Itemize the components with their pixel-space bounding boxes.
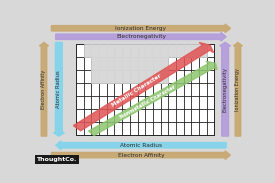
FancyArrow shape bbox=[53, 42, 64, 136]
Bar bbox=[99, 70, 107, 83]
FancyArrow shape bbox=[40, 42, 48, 136]
Text: Electron Affinity: Electron Affinity bbox=[118, 153, 164, 158]
Bar bbox=[145, 57, 153, 70]
FancyArrow shape bbox=[220, 42, 230, 136]
Bar bbox=[153, 44, 161, 57]
Bar bbox=[153, 57, 161, 70]
Text: Atomic Radius: Atomic Radius bbox=[120, 143, 162, 148]
Bar bbox=[138, 57, 145, 70]
Bar bbox=[130, 57, 138, 70]
Text: Nonmetallic Character: Nonmetallic Character bbox=[119, 84, 176, 119]
Bar bbox=[91, 70, 99, 83]
Bar bbox=[138, 44, 145, 57]
FancyArrow shape bbox=[233, 42, 242, 136]
Text: Electronegativity: Electronegativity bbox=[116, 34, 166, 39]
Bar bbox=[145, 70, 153, 83]
Bar bbox=[99, 44, 107, 57]
FancyArrow shape bbox=[56, 141, 226, 150]
Bar bbox=[161, 70, 168, 83]
FancyArrow shape bbox=[51, 24, 230, 33]
Text: Electron Affinity: Electron Affinity bbox=[42, 70, 46, 109]
FancyArrow shape bbox=[89, 61, 217, 135]
Bar bbox=[161, 57, 168, 70]
Bar bbox=[153, 70, 161, 83]
Bar bbox=[114, 57, 122, 70]
Bar bbox=[199, 44, 207, 57]
Bar bbox=[122, 70, 130, 83]
Bar bbox=[138, 70, 145, 83]
Text: Ionization Energy: Ionization Energy bbox=[235, 68, 240, 111]
Text: ThoughtCo.: ThoughtCo. bbox=[37, 157, 77, 162]
Bar bbox=[122, 44, 130, 57]
Text: Ionization Energy: Ionization Energy bbox=[116, 26, 166, 31]
Bar bbox=[161, 44, 168, 57]
Bar bbox=[99, 57, 107, 70]
Bar bbox=[114, 44, 122, 57]
FancyArrow shape bbox=[56, 32, 226, 41]
Bar bbox=[91, 44, 99, 57]
Text: Metallic Character: Metallic Character bbox=[111, 74, 163, 108]
Bar bbox=[76, 44, 214, 135]
FancyArrow shape bbox=[51, 151, 230, 159]
Bar bbox=[84, 44, 91, 57]
Bar bbox=[91, 57, 99, 70]
Bar bbox=[176, 44, 184, 57]
Bar bbox=[145, 44, 153, 57]
Bar bbox=[114, 70, 122, 83]
Text: Electronegativity: Electronegativity bbox=[223, 67, 228, 112]
Bar bbox=[107, 70, 114, 83]
Bar bbox=[107, 57, 114, 70]
Bar bbox=[107, 44, 114, 57]
Bar bbox=[184, 44, 191, 57]
Bar bbox=[122, 57, 130, 70]
Bar bbox=[191, 44, 199, 57]
Bar bbox=[130, 44, 138, 57]
FancyArrow shape bbox=[73, 42, 214, 131]
Bar bbox=[168, 44, 176, 57]
Text: Atomic Radius: Atomic Radius bbox=[56, 70, 61, 108]
Bar bbox=[130, 70, 138, 83]
